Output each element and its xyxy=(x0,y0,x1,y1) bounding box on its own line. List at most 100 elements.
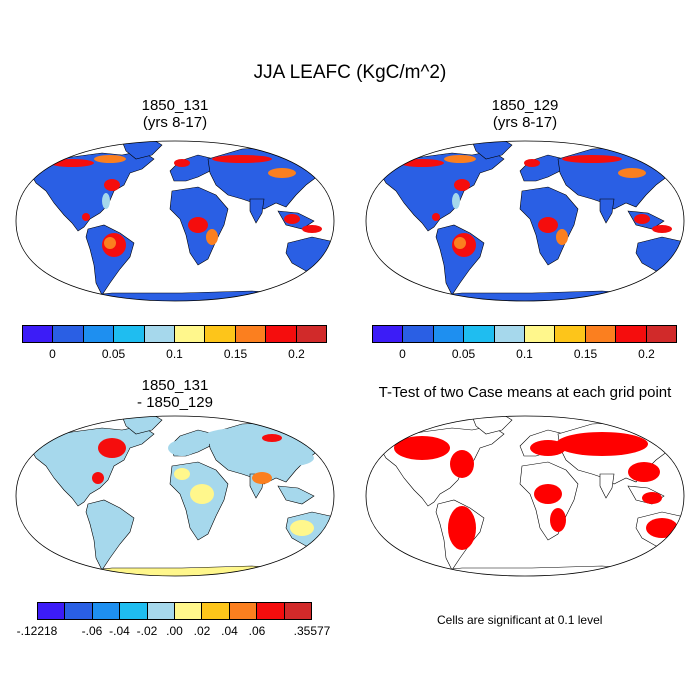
colorbar-difference xyxy=(37,602,312,620)
panel1-title-line1: 1850_131 xyxy=(141,97,209,114)
data-region xyxy=(98,438,126,458)
data-region xyxy=(646,518,678,538)
continent-europe xyxy=(519,154,565,182)
colorbar-swatch xyxy=(266,326,297,342)
continent-seasia xyxy=(277,485,315,505)
data-region xyxy=(270,450,314,466)
data-region xyxy=(450,450,474,478)
colorbar-swatch xyxy=(373,326,404,342)
data-region xyxy=(82,213,90,221)
data-region xyxy=(642,492,662,504)
data-region xyxy=(394,436,450,460)
colorbar-tick-label: 0.1 xyxy=(166,347,183,361)
colorbar-tick-label: .35577 xyxy=(293,624,331,638)
panel3-title: 1850_131 - 1850_129 xyxy=(60,377,290,411)
colorbar-swatch xyxy=(433,326,465,342)
colorbar-swatch xyxy=(92,603,121,619)
colorbar-swatch xyxy=(38,603,66,619)
data-region xyxy=(104,237,116,249)
map-panel-difference xyxy=(15,415,335,577)
panel2-title-line1: 1850_129 xyxy=(491,97,559,114)
colorbar-tick-label: 0.05 xyxy=(101,347,126,361)
colorbar-tick-label: 0.15 xyxy=(223,347,248,361)
continent-india xyxy=(599,198,615,224)
data-region xyxy=(252,472,272,484)
globe-outline xyxy=(15,415,335,577)
colorbar-tick-label: .00 xyxy=(166,624,183,638)
significance-note: Cells are significant at 0.1 level xyxy=(437,613,603,627)
continent-europe xyxy=(169,154,215,182)
data-region xyxy=(188,217,208,233)
colorbar-tick-label: 0.05 xyxy=(451,347,476,361)
data-region xyxy=(444,155,476,163)
data-region xyxy=(550,508,566,532)
panel3-title-line1: 1850_131 xyxy=(141,377,209,394)
data-region xyxy=(174,159,190,167)
continent-namerica xyxy=(29,150,155,232)
data-region xyxy=(302,225,322,233)
continent-greenland xyxy=(121,416,163,435)
map-panel-1850-129 xyxy=(365,140,685,302)
colorbar-swatch xyxy=(235,326,267,342)
colorbar-swatch xyxy=(202,603,230,619)
continent-namerica xyxy=(379,425,505,507)
colorbar-swatch xyxy=(114,326,145,342)
data-region xyxy=(556,229,568,245)
colorbar-tick-label: 0.2 xyxy=(288,347,305,361)
data-region xyxy=(652,225,672,233)
colorbar-swatch xyxy=(147,603,176,619)
data-region xyxy=(454,179,470,191)
colorbar-swatch xyxy=(53,326,84,342)
colorbar-swatch xyxy=(525,326,556,342)
data-region xyxy=(284,214,300,224)
data-region xyxy=(432,213,440,221)
panel3-title-line2: - 1850_129 xyxy=(137,394,213,411)
data-region xyxy=(92,518,112,538)
colorbar-swatch xyxy=(464,326,495,342)
continent-antarctica xyxy=(401,290,653,301)
figure-title: JJA LEAFC (KgC/m^2) xyxy=(253,62,447,83)
colorbar-swatch xyxy=(65,603,93,619)
data-region xyxy=(634,214,650,224)
continent-greenland xyxy=(471,416,513,435)
continent-greenland xyxy=(471,141,513,160)
colorbar-swatch xyxy=(23,326,54,342)
data-region xyxy=(92,472,104,484)
colorbar-tick-label: -.06 xyxy=(81,624,103,638)
globe-outline xyxy=(15,140,335,302)
colorbar-tick-label: -.12218 xyxy=(16,624,58,638)
colorbar-tick-label: 0 xyxy=(399,347,406,361)
panel1-title-line2: (yrs 8-17) xyxy=(142,114,208,131)
data-region xyxy=(556,432,648,456)
data-region xyxy=(206,229,218,245)
data-region xyxy=(290,520,314,536)
colorbar-swatch xyxy=(175,603,203,619)
data-region xyxy=(212,155,272,163)
data-region xyxy=(104,179,120,191)
continent-australia xyxy=(285,236,334,272)
colorbar-swatch xyxy=(205,326,236,342)
panel4-title-line1: T-Test of two Case means at each grid po… xyxy=(378,384,672,401)
continent-samerica xyxy=(85,499,135,571)
data-region xyxy=(262,434,282,442)
colorbar-panel1 xyxy=(22,325,327,343)
continent-namerica xyxy=(29,425,155,507)
data-region xyxy=(190,484,214,504)
continent-antarctica xyxy=(51,565,303,576)
colorbar-swatch xyxy=(284,603,312,619)
data-region xyxy=(534,484,562,504)
colorbar-tick-label: 0 xyxy=(49,347,56,361)
continent-australia xyxy=(635,236,684,272)
colorbar-swatch xyxy=(403,326,434,342)
globe-outline xyxy=(365,415,685,577)
data-region xyxy=(524,159,540,167)
map-panel-ttest xyxy=(365,415,685,577)
map-panel-1850-131 xyxy=(15,140,335,302)
continent-antarctica xyxy=(51,290,303,301)
colorbar-swatch xyxy=(646,326,677,342)
data-region xyxy=(562,155,622,163)
data-region xyxy=(448,506,476,550)
globe-outline xyxy=(365,140,685,302)
colorbar-swatch xyxy=(585,326,617,342)
continent-india xyxy=(599,473,615,499)
